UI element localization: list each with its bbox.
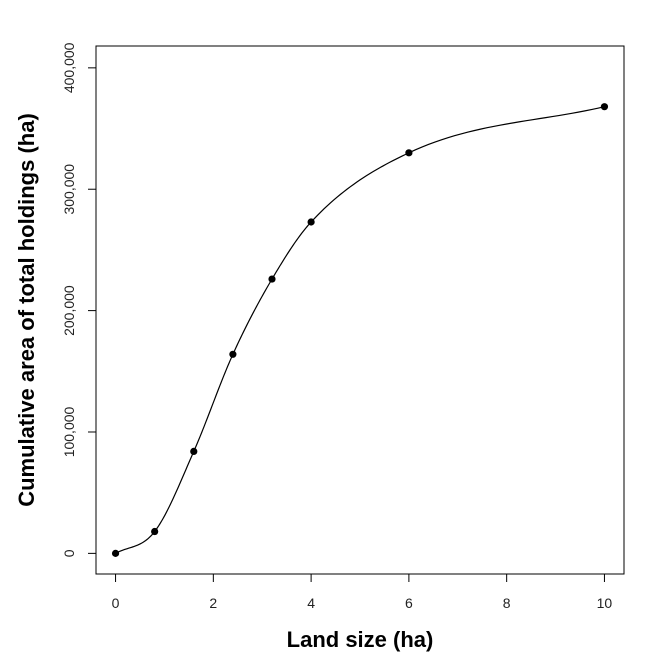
x-tick-label: 8 (503, 595, 511, 611)
x-tick-label: 4 (307, 595, 315, 611)
y-tick-label: 400,000 (61, 42, 77, 93)
series-layer (111, 103, 609, 557)
data-point (111, 549, 120, 557)
data-point (307, 218, 315, 226)
x-tick-label: 0 (112, 595, 120, 611)
y-axis: 0 100,000 200,000 300,000 400,000 (61, 42, 97, 557)
data-point (405, 149, 413, 157)
y-tick-label: 300,000 (61, 164, 77, 215)
series-line (115, 106, 605, 554)
y-tick-label: 200,000 (61, 285, 77, 336)
data-point (151, 527, 159, 536)
y-tick-label: 0 (61, 549, 77, 557)
data-point (600, 103, 609, 111)
x-axis: 0 2 4 6 8 10 (112, 573, 613, 611)
x-axis-title: Land size (ha) (287, 627, 434, 652)
y-tick-label: 100,000 (61, 406, 77, 457)
data-point (268, 275, 276, 283)
x-tick-label: 10 (597, 595, 613, 611)
data-point (190, 447, 198, 456)
x-tick-label: 2 (209, 595, 217, 611)
data-point (229, 350, 237, 358)
y-axis-title: Cumulative area of total holdings (ha) (14, 113, 39, 507)
x-tick-label: 6 (405, 595, 413, 611)
